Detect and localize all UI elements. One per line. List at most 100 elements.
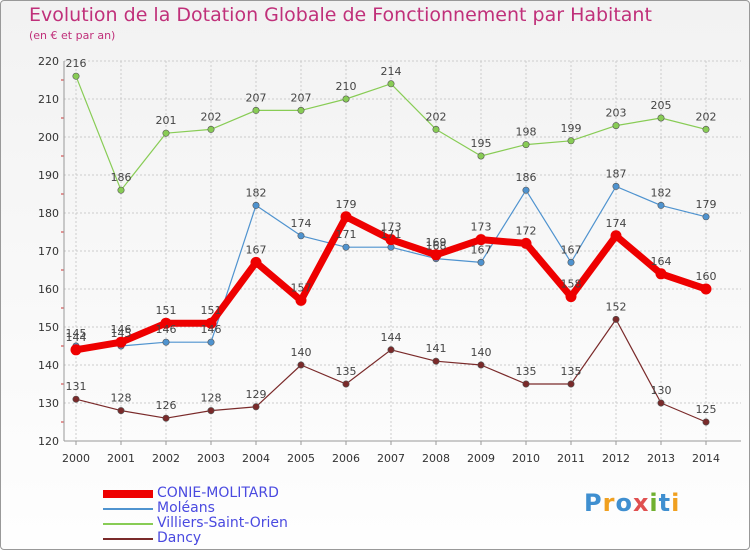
data-label: 173 xyxy=(471,221,492,234)
data-point xyxy=(612,182,620,190)
data-label: 187 xyxy=(606,167,627,180)
data-label: 141 xyxy=(426,342,447,355)
data-point xyxy=(522,186,530,194)
data-point xyxy=(477,152,485,160)
data-point xyxy=(387,80,395,88)
data-label: 146 xyxy=(111,323,132,336)
y-tick-label: 160 xyxy=(38,283,59,296)
data-label: 179 xyxy=(336,198,357,211)
legend-swatch xyxy=(103,522,153,525)
data-label: 128 xyxy=(111,392,132,405)
data-label: 182 xyxy=(246,186,267,199)
data-label: 168 xyxy=(426,240,447,253)
data-point xyxy=(340,211,352,223)
data-label: 164 xyxy=(651,255,672,268)
legend-item: Villiers-Saint-Orien xyxy=(103,516,288,531)
data-point xyxy=(252,403,260,411)
data-label: 207 xyxy=(291,91,312,104)
y-tick-label: 130 xyxy=(38,397,59,410)
data-label: 144 xyxy=(381,331,402,344)
y-tick-label: 180 xyxy=(38,207,59,220)
y-tick-label: 170 xyxy=(38,245,59,258)
x-tick-label: 2006 xyxy=(332,452,360,465)
data-point xyxy=(117,407,125,415)
data-label: 169 xyxy=(426,236,447,249)
x-tick-label: 2009 xyxy=(467,452,495,465)
data-label: 202 xyxy=(201,110,222,123)
legend-swatch xyxy=(103,537,153,540)
data-label: 152 xyxy=(606,300,627,313)
x-tick-label: 2003 xyxy=(197,452,225,465)
x-tick-label: 2013 xyxy=(647,452,675,465)
data-point xyxy=(657,114,665,122)
data-label: 135 xyxy=(561,365,582,378)
legend-label: CONIE-MOLITARD xyxy=(157,485,279,501)
data-label: 179 xyxy=(696,198,717,211)
data-point xyxy=(342,243,350,251)
data-label: 186 xyxy=(516,171,537,184)
data-point xyxy=(117,186,125,194)
data-point xyxy=(567,258,575,266)
chart-subtitle: (en € et par an) xyxy=(29,29,116,42)
data-point xyxy=(297,106,305,114)
x-tick-label: 2008 xyxy=(422,452,450,465)
data-label: 160 xyxy=(696,270,717,283)
data-point xyxy=(520,237,532,249)
data-label: 131 xyxy=(66,380,87,393)
x-tick-label: 2012 xyxy=(602,452,630,465)
data-label: 173 xyxy=(381,221,402,234)
data-point xyxy=(477,361,485,369)
data-point xyxy=(655,268,667,280)
data-label: 207 xyxy=(246,91,267,104)
x-tick-label: 2011 xyxy=(557,452,585,465)
legend-label: Villiers-Saint-Orien xyxy=(157,515,288,531)
data-label: 135 xyxy=(516,365,537,378)
data-point xyxy=(162,129,170,137)
data-label: 202 xyxy=(696,110,717,123)
x-tick-label: 2007 xyxy=(377,452,405,465)
data-point xyxy=(385,234,397,246)
data-point xyxy=(250,256,262,268)
data-point xyxy=(160,317,172,329)
data-point xyxy=(657,201,665,209)
data-label: 151 xyxy=(156,304,177,317)
data-label: 201 xyxy=(156,114,177,127)
data-point xyxy=(702,125,710,133)
y-tick-label: 120 xyxy=(38,435,59,448)
data-point xyxy=(702,418,710,426)
data-label: 145 xyxy=(111,327,132,340)
data-label: 158 xyxy=(561,278,582,291)
data-label: 151 xyxy=(201,304,222,317)
data-point xyxy=(295,294,307,306)
data-point xyxy=(297,232,305,240)
data-point xyxy=(612,315,620,323)
data-point xyxy=(432,357,440,365)
x-tick-label: 2005 xyxy=(287,452,315,465)
data-point xyxy=(475,234,487,246)
data-label: 186 xyxy=(111,171,132,184)
data-label: 128 xyxy=(201,392,222,405)
data-point xyxy=(207,338,215,346)
data-point xyxy=(477,258,485,266)
data-label: 167 xyxy=(561,243,582,256)
y-tick-label: 220 xyxy=(38,55,59,68)
y-tick-label: 190 xyxy=(38,169,59,182)
data-label: 144 xyxy=(66,331,87,344)
data-point xyxy=(72,72,80,80)
legend-label: Moléans xyxy=(157,500,215,516)
data-label: 174 xyxy=(606,217,627,230)
data-point xyxy=(70,344,82,356)
data-label: 182 xyxy=(651,186,672,199)
data-point xyxy=(567,137,575,145)
legend: CONIE-MOLITARD Moléans Villiers-Saint-Orie… xyxy=(103,486,288,546)
data-label: 203 xyxy=(606,107,627,120)
data-point xyxy=(162,414,170,422)
data-label: 210 xyxy=(336,80,357,93)
legend-swatch xyxy=(103,507,153,510)
data-point xyxy=(72,395,80,403)
data-label: 125 xyxy=(696,403,717,416)
data-point xyxy=(342,380,350,388)
data-label: 199 xyxy=(561,122,582,135)
data-label: 171 xyxy=(336,228,357,241)
data-label: 140 xyxy=(291,346,312,359)
